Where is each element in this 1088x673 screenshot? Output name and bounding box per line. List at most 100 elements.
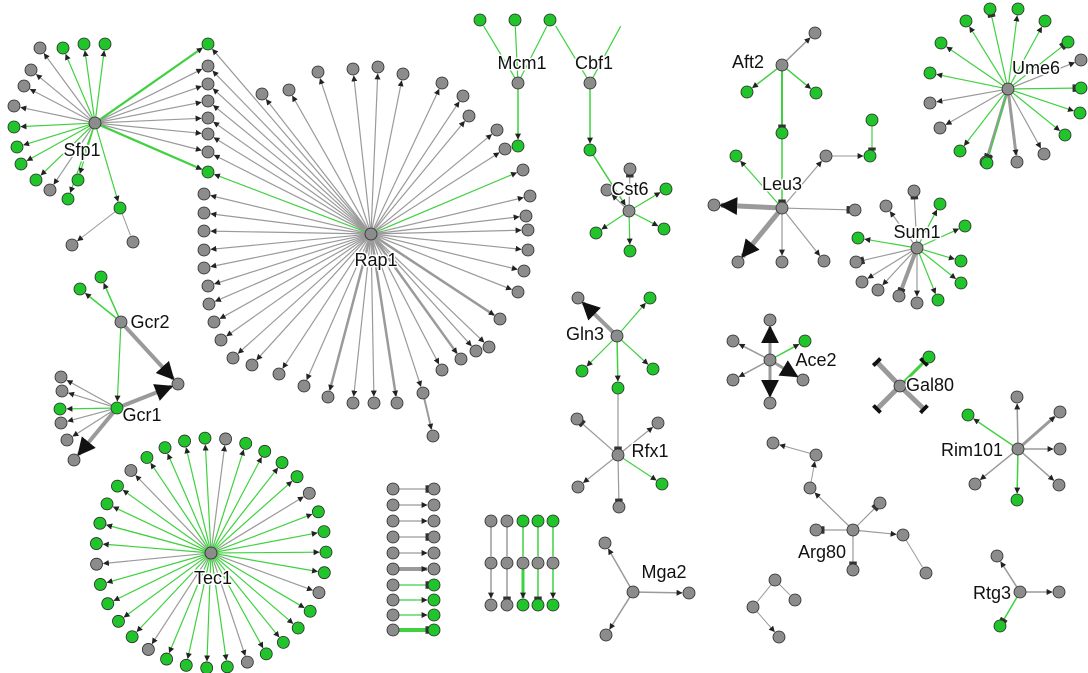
edge-124 (919, 209, 938, 243)
gene-node-223 (531, 598, 545, 612)
gene-node-131 (67, 453, 81, 467)
edge-62 (376, 195, 524, 234)
edge-21 (100, 122, 202, 136)
gene-node-107 (1037, 147, 1051, 161)
edge-9 (23, 124, 90, 147)
edge-150 (614, 341, 621, 382)
gene-node-149 (961, 408, 975, 422)
hub-node-ace2 (763, 353, 777, 367)
edge-121 (984, 94, 1007, 159)
gene-node-169 (302, 486, 316, 500)
edge-55 (374, 237, 485, 343)
edge-173 (979, 452, 1014, 481)
gene-node-244 (1052, 585, 1066, 599)
gene-node-31 (201, 279, 215, 293)
edge-147 (620, 302, 646, 332)
gene-node-235 (809, 448, 823, 462)
gene-node-209 (427, 608, 441, 622)
edge-56 (375, 236, 495, 317)
gene-node-25 (201, 165, 215, 179)
gene-node-192 (386, 482, 400, 496)
gene-node-158 (111, 479, 124, 493)
gene-node-3 (77, 37, 91, 51)
hub-node-rim101 (1011, 442, 1025, 456)
edges-layer (20, 13, 1076, 662)
edge-244 (1000, 561, 1018, 588)
gene-node-80 (809, 86, 823, 100)
gene-node-108 (1058, 128, 1072, 142)
edge-53 (373, 238, 458, 355)
edge-99 (785, 212, 821, 256)
gene-node-150 (1010, 390, 1024, 404)
gene-node-115 (849, 255, 863, 269)
gene-node-143 (726, 334, 740, 348)
gene-node-203 (427, 562, 441, 576)
hub-label-mga2: Mga2 (641, 562, 686, 582)
gene-node-188 (93, 578, 107, 591)
gene-node-1 (33, 41, 47, 55)
gene-node-71 (511, 139, 525, 153)
gene-node-239 (746, 600, 760, 614)
hub-node-gcr2 (114, 315, 128, 329)
edge-205 (113, 555, 206, 602)
gene-node-60 (435, 76, 449, 90)
gene-node-96 (934, 36, 948, 50)
gene-node-41 (367, 396, 381, 410)
gene-node-222 (531, 556, 545, 570)
gene-node-201 (427, 546, 441, 560)
edge-73 (291, 95, 369, 230)
hub-node-rap1 (364, 227, 378, 241)
edge-128 (922, 249, 955, 261)
edge-31 (213, 137, 367, 232)
hub-label-cbf1: Cbf1 (575, 53, 613, 73)
edge-231 (638, 589, 683, 596)
gene-node-53 (519, 209, 533, 223)
edge-11 (40, 126, 92, 176)
edge-100 (787, 206, 850, 214)
gene-node-183 (160, 652, 173, 666)
gene-node-116 (954, 254, 968, 268)
gene-node-39 (321, 390, 335, 404)
gene-node-68 (473, 13, 487, 27)
edge-77 (514, 26, 519, 78)
gene-node-135 (646, 362, 660, 376)
gene-node-202 (386, 562, 400, 576)
hub-label-rfx1: Rfx1 (631, 441, 668, 461)
gene-node-173 (317, 566, 331, 580)
gene-node-179 (240, 655, 254, 669)
edge-86 (634, 213, 659, 227)
gene-node-86 (775, 255, 789, 269)
gene-node-225 (546, 556, 560, 570)
edge-51 (372, 239, 422, 387)
gene-node-73 (623, 162, 637, 176)
edge-176 (122, 489, 207, 550)
gene-node-165 (239, 436, 253, 450)
edge-97 (740, 211, 781, 259)
gene-node-18 (201, 37, 215, 51)
gene-node-42 (390, 396, 404, 410)
edge-134 (921, 251, 956, 280)
gene-node-17 (126, 235, 140, 249)
edge-188 (216, 513, 313, 552)
gene-node-113 (851, 231, 865, 245)
edge-34 (210, 193, 366, 234)
edge-7 (20, 105, 90, 123)
gene-node-47 (482, 340, 496, 354)
gene-node-4 (98, 37, 112, 51)
edge-115 (1013, 90, 1074, 112)
edge-238 (810, 461, 817, 483)
gene-node-124 (94, 270, 108, 284)
edge-80 (555, 25, 588, 79)
gene-node-221 (531, 514, 545, 528)
gene-node-212 (484, 514, 498, 528)
edge-48 (351, 239, 371, 397)
edge-164 (871, 357, 898, 384)
gene-node-227 (598, 536, 612, 550)
gene-node-40 (346, 396, 360, 410)
gene-node-139 (612, 500, 626, 514)
edge-113 (1013, 84, 1076, 92)
gene-node-236 (766, 436, 780, 450)
gene-node-153 (1052, 478, 1066, 492)
gene-node-242 (990, 549, 1004, 563)
gene-node-5 (24, 63, 38, 77)
